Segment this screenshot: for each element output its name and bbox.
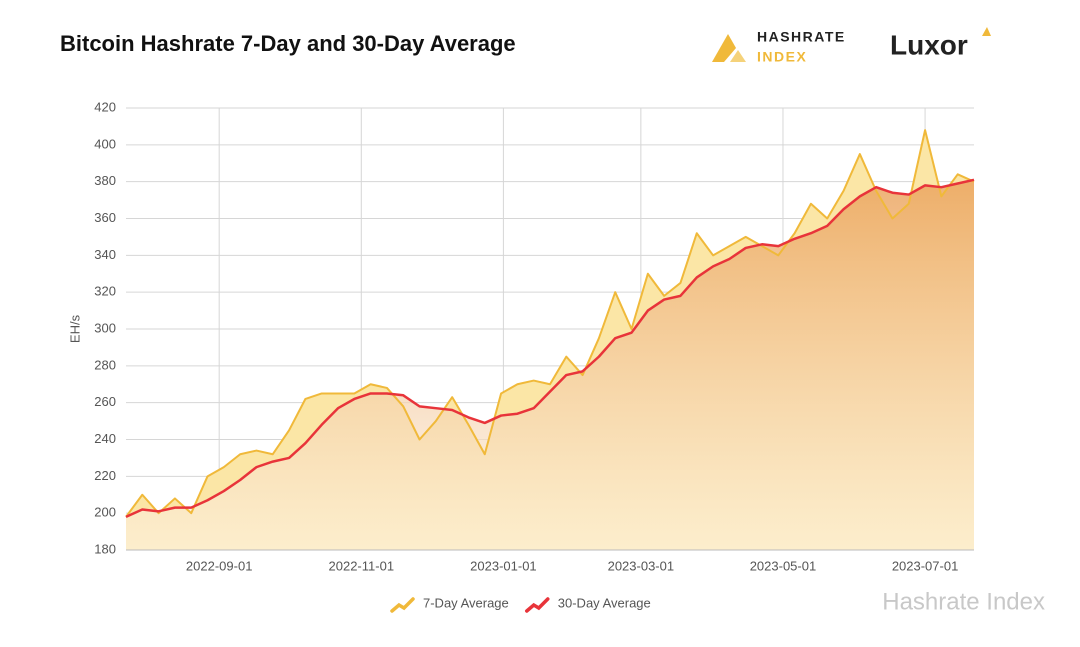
- legend-label: 30-Day Average: [558, 595, 651, 610]
- y-tick-label: 260: [94, 394, 116, 409]
- y-tick-label: 220: [94, 468, 116, 483]
- y-tick-label: 200: [94, 505, 116, 520]
- legend-swatch: [525, 597, 550, 613]
- x-tick-label: 2023-01-01: [470, 558, 537, 573]
- y-tick-label: 180: [94, 541, 116, 556]
- y-tick-label: 340: [94, 247, 116, 262]
- chart-title: Bitcoin Hashrate 7-Day and 30-Day Averag…: [60, 31, 516, 56]
- logo: HASHRATE INDEX Luxor: [712, 27, 991, 65]
- x-tick-label: 2023-03-01: [608, 558, 675, 573]
- line: [125, 178, 975, 518]
- watermark: Hashrate Index: [882, 588, 1045, 615]
- legend-swatch: [390, 597, 415, 613]
- y-tick-label: 280: [94, 357, 116, 372]
- y-tick-label: 380: [94, 173, 116, 188]
- logo-icon: [712, 34, 736, 62]
- y-tick-label: 300: [94, 320, 116, 335]
- area: [126, 179, 974, 550]
- brand-icon: [982, 27, 991, 36]
- logo-icon: [730, 50, 746, 62]
- y-tick-label: 240: [94, 431, 116, 446]
- line: [125, 129, 975, 518]
- logo-text: INDEX: [757, 49, 807, 65]
- legend-label: 7-Day Average: [423, 595, 509, 610]
- x-tick-label: 2022-09-01: [186, 558, 253, 573]
- y-tick-label: 420: [94, 99, 116, 114]
- y-axis-label: EH/s: [67, 314, 82, 343]
- x-tick-label: 2023-05-01: [750, 558, 817, 573]
- y-tick-label: 400: [94, 136, 116, 151]
- x-tick-label: 2023-07-01: [892, 558, 959, 573]
- plot: 180 200 220 240 260 280 300 320 340 360 380 400 420 2…: [94, 99, 975, 613]
- y-tick-label: 360: [94, 210, 116, 225]
- x-tick-label: 2022-11-01: [329, 558, 395, 573]
- brand: Luxor: [890, 29, 968, 60]
- logo-text: HASHRATE: [757, 29, 846, 45]
- y-tick-label: 320: [94, 284, 116, 299]
